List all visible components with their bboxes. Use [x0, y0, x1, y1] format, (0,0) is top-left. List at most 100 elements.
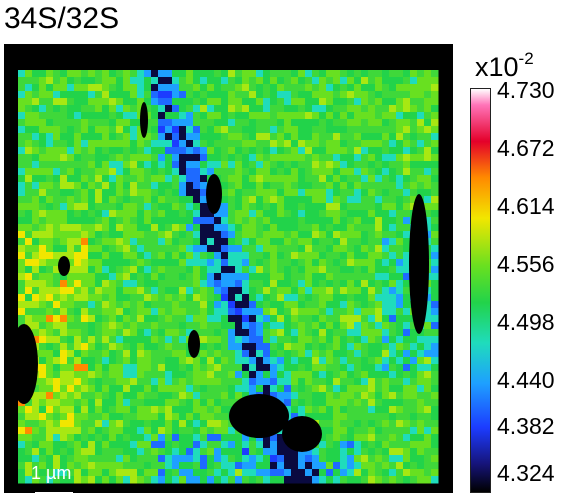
map-cell — [424, 448, 432, 456]
map-cell — [417, 434, 425, 442]
map-cell — [319, 168, 327, 176]
map-cell — [333, 84, 341, 92]
map-cell — [130, 392, 138, 400]
map-cell — [102, 273, 110, 281]
map-cell — [340, 210, 348, 218]
map-cell — [88, 273, 96, 281]
map-cell — [18, 441, 26, 449]
map-cell — [53, 133, 61, 141]
map-cell — [81, 455, 89, 463]
map-cell — [53, 182, 61, 190]
map-cell — [179, 448, 187, 456]
map-cell — [46, 112, 54, 120]
map-cell — [326, 98, 334, 106]
map-cell — [207, 371, 215, 379]
map-cell — [263, 462, 271, 470]
map-cell — [151, 413, 159, 421]
map-cell — [431, 238, 439, 246]
map-cell — [270, 273, 278, 281]
map-cell — [123, 455, 131, 463]
map-cell — [207, 343, 215, 351]
map-cell — [235, 126, 243, 134]
map-cell — [242, 140, 250, 148]
map-cell — [305, 196, 313, 204]
map-cell — [158, 175, 166, 183]
map-cell — [67, 308, 75, 316]
map-cell — [172, 259, 180, 267]
map-cell — [417, 112, 425, 120]
map-cell — [263, 189, 271, 197]
map-cell — [319, 308, 327, 316]
map-cell — [368, 154, 376, 162]
map-cell — [228, 70, 236, 78]
map-cell — [95, 154, 103, 162]
map-cell — [298, 322, 306, 330]
map-cell — [81, 448, 89, 456]
map-cell — [137, 168, 145, 176]
map-cell — [270, 84, 278, 92]
map-cell — [354, 364, 362, 372]
map-cell — [116, 259, 124, 267]
map-cell — [256, 126, 264, 134]
map-cell — [144, 259, 152, 267]
map-cell — [354, 175, 362, 183]
map-cell — [221, 189, 229, 197]
map-cell — [109, 210, 117, 218]
map-cell — [424, 336, 432, 344]
map-cell — [74, 203, 82, 211]
map-cell — [74, 147, 82, 155]
map-cell — [389, 357, 397, 365]
map-cell — [403, 385, 411, 393]
map-cell — [340, 161, 348, 169]
map-cell — [172, 224, 180, 232]
map-cell — [277, 385, 285, 393]
map-cell — [396, 175, 404, 183]
map-cell — [242, 112, 250, 120]
map-cell — [165, 315, 173, 323]
map-cell — [116, 371, 124, 379]
map-cell — [200, 357, 208, 365]
map-cell — [291, 98, 299, 106]
map-cell — [382, 133, 390, 141]
map-cell — [88, 238, 96, 246]
map-cell — [319, 238, 327, 246]
colorbar — [470, 88, 491, 493]
map-cell — [165, 329, 173, 337]
map-cell — [431, 476, 439, 484]
map-cell — [249, 308, 257, 316]
map-cell — [319, 133, 327, 141]
map-cell — [284, 182, 292, 190]
map-cell — [60, 161, 68, 169]
map-cell — [39, 308, 47, 316]
map-cell — [256, 105, 264, 113]
map-cell — [361, 392, 369, 400]
map-cell — [284, 364, 292, 372]
map-cell — [410, 154, 418, 162]
map-cell — [354, 91, 362, 99]
map-cell — [186, 413, 194, 421]
map-cell — [144, 231, 152, 239]
map-cell — [172, 189, 180, 197]
map-cell — [18, 91, 26, 99]
map-cell — [144, 406, 152, 414]
map-cell — [347, 315, 355, 323]
map-cell — [46, 301, 54, 309]
map-cell — [46, 231, 54, 239]
map-cell — [375, 329, 383, 337]
map-cell — [95, 350, 103, 358]
map-cell — [368, 336, 376, 344]
map-cell — [368, 448, 376, 456]
map-cell — [88, 343, 96, 351]
map-cell — [340, 322, 348, 330]
colorbar-tick-label: 4.614 — [497, 193, 555, 219]
map-cell — [249, 266, 257, 274]
map-cell — [130, 357, 138, 365]
map-cell — [249, 322, 257, 330]
map-cell — [102, 364, 110, 372]
map-cell — [305, 455, 313, 463]
map-cell — [277, 154, 285, 162]
map-cell — [263, 70, 271, 78]
map-cell — [207, 392, 215, 400]
map-cell — [396, 329, 404, 337]
map-cell — [39, 385, 47, 393]
